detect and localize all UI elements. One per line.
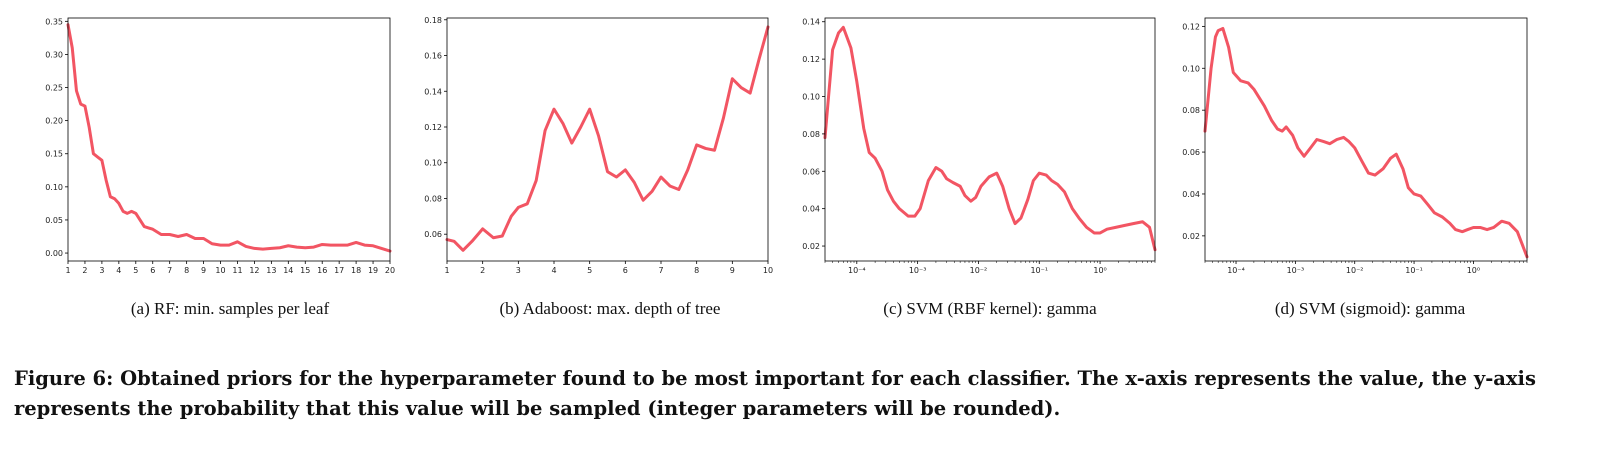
x-tick-label: 19 — [368, 266, 378, 275]
x-tick-label: 9 — [730, 266, 735, 275]
x-tick-label: 6 — [150, 266, 155, 275]
x-tick-label: 10⁻⁴ — [848, 266, 866, 275]
x-tick-label: 12 — [249, 266, 259, 275]
plot-frame — [1204, 17, 1528, 262]
x-tick-label: 10⁻¹ — [1405, 266, 1423, 275]
subcaption-b: (b) Adaboost: max. depth of tree — [499, 299, 721, 318]
chart-c: 0.02 0.04 0.06 0.08 0.10 0.12 0.14 10⁻⁴ 10⁻³ 10⁻²… — [802, 17, 1157, 275]
y-tick-label: 0.02 — [1182, 232, 1200, 241]
x-tick-label: 8 — [694, 266, 699, 275]
x-tick-label: 7 — [658, 266, 663, 275]
chart-panel-d: 0.02 0.04 0.06 0.08 0.10 0.12 10⁻⁴ 10⁻³ 10⁻² 10⁻¹… — [1180, 0, 1600, 300]
figure-caption: Figure 6: Obtained priors for the hyperp… — [14, 367, 1536, 420]
y-tick-label: 0.08 — [424, 194, 442, 203]
series-line — [1203, 26, 1529, 259]
plot-frame — [824, 17, 1156, 262]
series-line — [445, 25, 770, 252]
y-tick-label: 0.04 — [1182, 190, 1200, 199]
y-tick-label: 0.06 — [424, 230, 442, 239]
y-tick-label: 0.08 — [802, 130, 820, 139]
y-tick-label: 0.10 — [802, 93, 820, 102]
x-tick-label: 20 — [385, 266, 395, 275]
x-tick-label: 1 — [65, 266, 70, 275]
chart-b: 0.06 0.08 0.10 0.12 0.14 0.16 0.18 1 2 3 4 5 6 7 8 9 10 — [424, 16, 773, 275]
subcaption-d: (d) SVM (sigmoid): gamma — [1274, 299, 1466, 318]
x-tick-label: 5 — [133, 266, 138, 275]
x-tick-label: 11 — [232, 266, 242, 275]
series-line — [823, 25, 1157, 252]
x-tick-label: 10⁻² — [970, 266, 988, 275]
x-tick-label: 4 — [551, 266, 556, 275]
x-tick-label: 17 — [334, 266, 344, 275]
plot-frame — [446, 17, 769, 262]
x-tick-label: 10 — [215, 266, 225, 275]
y-tick-label: 0.05 — [45, 216, 63, 225]
x-tick-label: 16 — [317, 266, 327, 275]
chart-panel-b: 0.06 0.08 0.10 0.12 0.14 0.16 0.18 1 2 3 4 5 6 7 8 9 10 — [400, 0, 800, 300]
chart-panel-a: 0.00 0.05 0.10 0.15 0.20 0.25 0.30 0.35 1 2 3 4 5 6 7 8… — [0, 0, 400, 300]
plot-frame — [67, 17, 391, 262]
x-tick-label: 15 — [300, 266, 310, 275]
y-tick-label: 0.12 — [802, 55, 820, 64]
y-tick-label: 0.30 — [45, 50, 63, 59]
x-tick-label: 7 — [167, 266, 172, 275]
x-tick-label: 10⁰ — [1467, 266, 1480, 275]
x-tick-label: 8 — [184, 266, 189, 275]
chart-panel-c: 0.02 0.04 0.06 0.08 0.10 0.12 0.14 10⁻⁴ 10⁻³ 10⁻²… — [790, 0, 1190, 300]
x-tick-label: 5 — [587, 266, 592, 275]
x-tick-label: 10⁻³ — [909, 266, 927, 275]
y-tick-label: 0.10 — [45, 183, 63, 192]
x-tick-label: 1 — [444, 266, 449, 275]
x-tick-label: 14 — [283, 266, 293, 275]
y-tick-label: 0.02 — [802, 242, 820, 251]
y-tick-label: 0.14 — [802, 18, 820, 27]
y-tick-label: 0.00 — [45, 249, 63, 258]
x-tick-label: 9 — [201, 266, 206, 275]
x-tick-label: 10⁰ — [1093, 266, 1106, 275]
x-tick-label: 10⁻² — [1346, 266, 1364, 275]
x-tick-label: 3 — [99, 266, 104, 275]
x-tick-label: 10⁻³ — [1287, 266, 1305, 275]
y-tick-label: 0.08 — [1182, 106, 1200, 115]
x-tick-label: 2 — [480, 266, 485, 275]
x-tick-label: 3 — [516, 266, 521, 275]
y-tick-label: 0.06 — [1182, 148, 1200, 157]
y-tick-label: 0.14 — [424, 87, 442, 96]
x-tick-label: 10 — [763, 266, 773, 275]
chart-d: 0.02 0.04 0.06 0.08 0.10 0.12 10⁻⁴ 10⁻³ 10⁻² 10⁻¹… — [1182, 17, 1529, 275]
y-tick-label: 0.25 — [45, 84, 63, 93]
y-tick-label: 0.06 — [802, 167, 820, 176]
subcaption-a: (a) RF: min. samples per leaf — [130, 299, 330, 318]
y-tick-label: 0.35 — [45, 17, 63, 26]
y-tick-label: 0.10 — [1182, 64, 1200, 73]
y-tick-label: 0.04 — [802, 205, 820, 214]
x-tick-label: 4 — [116, 266, 121, 275]
y-tick-label: 0.12 — [424, 123, 442, 132]
x-tick-label: 2 — [82, 266, 87, 275]
y-tick-label: 0.20 — [45, 117, 63, 126]
x-tick-label: 13 — [266, 266, 276, 275]
y-tick-label: 0.15 — [45, 150, 63, 159]
y-tick-label: 0.18 — [424, 16, 442, 25]
x-tick-label: 10⁻¹ — [1030, 266, 1048, 275]
y-tick-label: 0.10 — [424, 159, 442, 168]
y-tick-label: 0.12 — [1182, 22, 1200, 31]
series-line — [66, 23, 392, 253]
x-tick-label: 10⁻⁴ — [1227, 266, 1245, 275]
subcaption-c: (c) SVM (RBF kernel): gamma — [883, 299, 1097, 318]
x-tick-label: 6 — [623, 266, 628, 275]
chart-a: 0.000.050.100.150.200.250.300.351 2 3 4 5 6 7 8… — [45, 17, 395, 275]
y-tick-label: 0.16 — [424, 52, 442, 61]
x-tick-label: 18 — [351, 266, 361, 275]
